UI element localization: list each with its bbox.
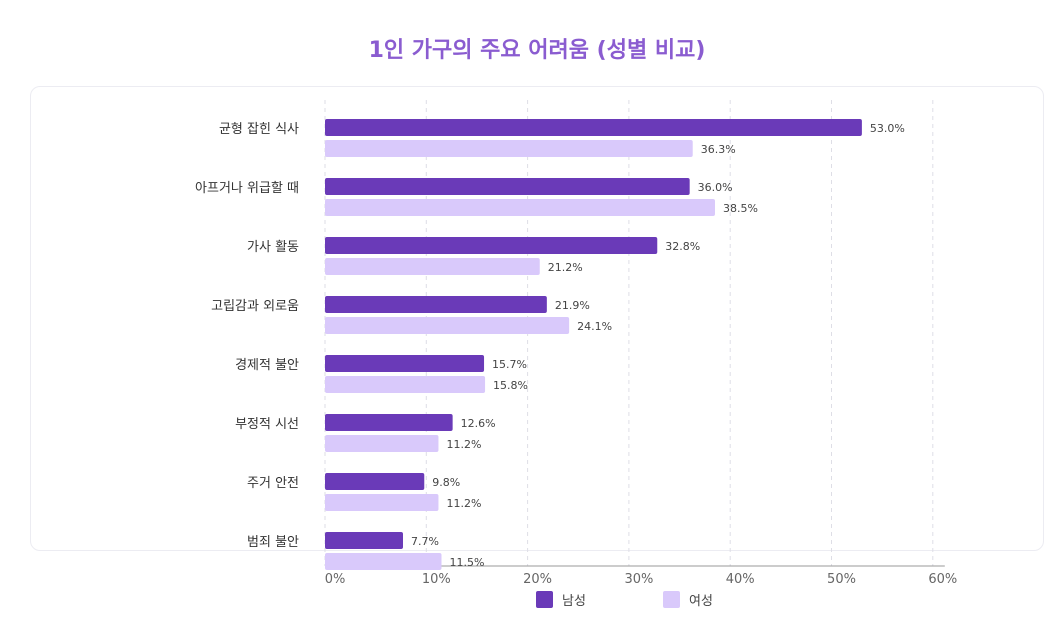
- category-label: 경제적 불안: [235, 358, 299, 373]
- bar: [325, 355, 485, 372]
- legend-label: 남성: [562, 594, 586, 609]
- data-label: 21.2%: [548, 261, 583, 274]
- bar: [325, 414, 453, 431]
- category-label: 가사 활동: [247, 240, 299, 255]
- category-label: 부정적 시선: [235, 417, 299, 432]
- bar: [325, 140, 693, 157]
- chart-title: 1인 가구의 주요 어려움 (성별 비교): [368, 38, 706, 63]
- x-tick-label: 10%: [422, 572, 451, 587]
- data-label: 53.0%: [870, 122, 905, 135]
- x-tick-label: 50%: [827, 572, 856, 587]
- bar: [325, 178, 690, 195]
- data-label: 11.5%: [449, 556, 484, 569]
- data-label: 9.8%: [432, 476, 460, 489]
- bar: [325, 296, 547, 313]
- bar: [325, 376, 486, 393]
- bar: [325, 199, 716, 216]
- data-label: 11.2%: [446, 497, 481, 510]
- data-label: 15.8%: [493, 379, 528, 392]
- bar: [325, 317, 570, 334]
- bar: [325, 258, 540, 275]
- x-tick-label: 40%: [726, 572, 755, 587]
- data-label: 38.5%: [723, 202, 758, 215]
- legend-item: 여성: [663, 590, 713, 609]
- data-label: 21.9%: [555, 299, 590, 312]
- data-label: 15.7%: [492, 358, 527, 371]
- category-label: 아프거나 위급할 때: [195, 181, 299, 196]
- data-label: 11.2%: [446, 438, 481, 451]
- data-label: 32.8%: [665, 240, 700, 253]
- x-tick-label: 30%: [624, 572, 653, 587]
- bar: [325, 494, 439, 511]
- bar: [325, 553, 442, 570]
- x-tick-label: 60%: [928, 572, 957, 587]
- data-label: 12.6%: [461, 417, 496, 430]
- category-label: 고립감과 외로움: [211, 299, 299, 314]
- bar: [325, 473, 425, 490]
- bar: [325, 119, 862, 136]
- bar: [325, 435, 439, 452]
- data-label: 36.3%: [701, 143, 736, 156]
- data-label: 24.1%: [577, 320, 612, 333]
- category-label: 범죄 불안: [247, 535, 299, 550]
- data-label: 7.7%: [411, 535, 439, 548]
- legend-label: 여성: [689, 594, 713, 609]
- legend-swatch: [663, 591, 680, 608]
- legend-swatch: [536, 591, 553, 608]
- chart-legend: 남성 여성: [0, 590, 1048, 612]
- category-label: 주거 안전: [247, 476, 299, 491]
- bar: [325, 532, 404, 549]
- x-tick-label: 20%: [523, 572, 552, 587]
- legend-item: 남성: [536, 590, 586, 609]
- data-label: 36.0%: [698, 181, 733, 194]
- x-tick-label: 0%: [325, 572, 346, 587]
- category-label: 균형 잡힌 식사: [219, 122, 299, 137]
- bar: [325, 237, 658, 254]
